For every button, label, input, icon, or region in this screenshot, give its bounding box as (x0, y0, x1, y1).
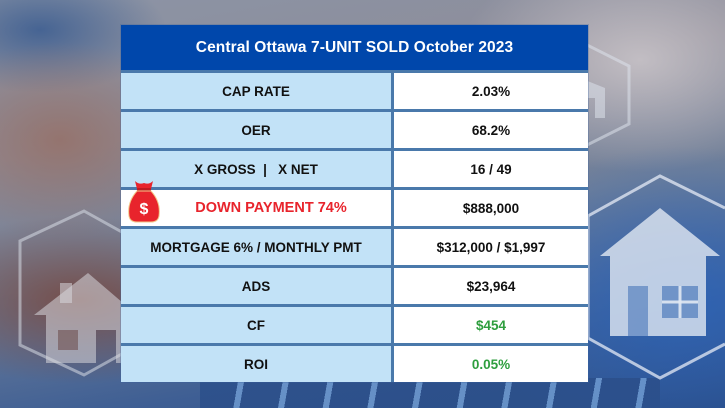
row-value: 0.05% (391, 346, 588, 382)
svg-text:$: $ (140, 201, 149, 218)
row-value: 16 / 49 (391, 151, 588, 187)
row-label: ADS (121, 268, 391, 304)
house-hexagon-icon-top-right (585, 42, 631, 148)
row-label: X GROSS | X NET (121, 151, 391, 187)
row-value: $23,964 (391, 268, 588, 304)
row-value: 2.03% (391, 73, 588, 109)
table-row-roi: ROI 0.05% (121, 343, 588, 382)
table-title: Central Ottawa 7-UNIT SOLD October 2023 (121, 25, 588, 70)
row-value: $312,000 / $1,997 (391, 229, 588, 265)
table-row-ads: ADS $23,964 (121, 265, 588, 304)
money-bag-icon: $ (128, 181, 160, 223)
table-row-mortgage: MORTGAGE 6% / MONTHLY PMT $312,000 / $1,… (121, 226, 588, 265)
row-value: $454 (391, 307, 588, 343)
table-row-down-payment: $ DOWN PAYMENT 74% $888,000 (121, 181, 588, 226)
house-hexagon-icon-right (588, 174, 725, 380)
investment-summary-table: Central Ottawa 7-UNIT SOLD October 2023 … (121, 25, 588, 382)
row-label-cell: $ DOWN PAYMENT 74% (121, 181, 391, 226)
row-value: $888,000 (391, 190, 588, 226)
table-row-cf: CF $454 (121, 304, 588, 343)
table-row-oer: OER 68.2% (121, 109, 588, 148)
row-label: OER (121, 112, 391, 148)
keyboard-keys (200, 378, 660, 408)
house-hexagon-icon-left (18, 209, 138, 377)
row-label: MORTGAGE 6% / MONTHLY PMT (121, 229, 391, 265)
row-value: 68.2% (391, 112, 588, 148)
table-row-cap-rate: CAP RATE 2.03% (121, 70, 588, 109)
row-label: CAP RATE (121, 73, 391, 109)
row-label: ROI (121, 346, 391, 382)
table-row-gross-net: X GROSS | X NET 16 / 49 (121, 148, 588, 187)
row-label: DOWN PAYMENT 74% (195, 200, 347, 216)
row-label: CF (121, 307, 391, 343)
